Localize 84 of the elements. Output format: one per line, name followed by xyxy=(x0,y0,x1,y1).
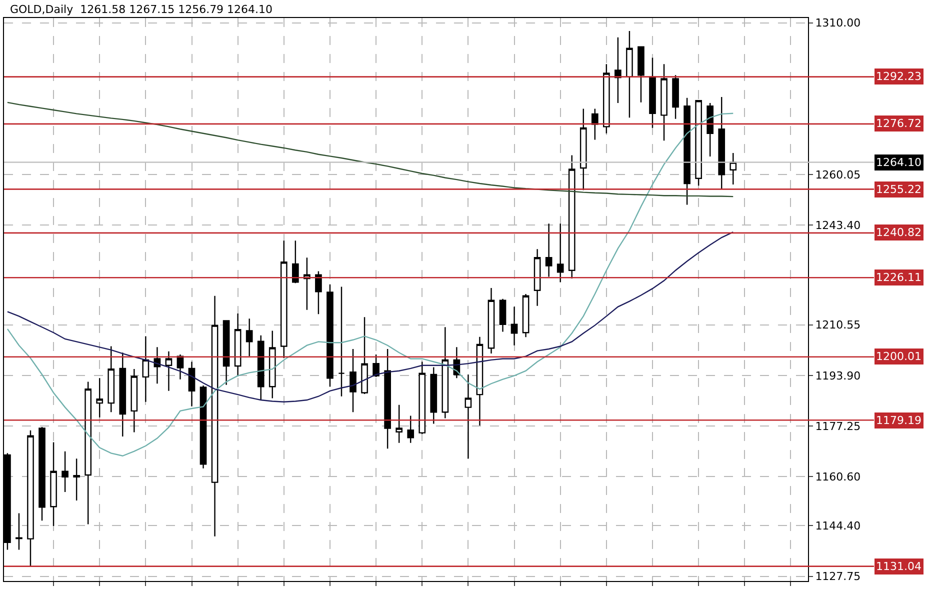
candlestick xyxy=(510,306,518,346)
candlestick xyxy=(96,378,104,418)
candlestick xyxy=(257,334,264,401)
candlestick xyxy=(603,64,610,134)
candlestick xyxy=(73,458,80,502)
y-tick-label: 1177.25 xyxy=(815,420,861,433)
y-tick-label: 1310.00 xyxy=(815,16,861,30)
candlestick xyxy=(16,512,22,550)
ref-line-label: 1264.10 xyxy=(876,156,922,169)
candlestick xyxy=(165,350,172,392)
y-tick-label: 1127.75 xyxy=(815,570,861,584)
candlestick xyxy=(591,108,598,140)
line-series xyxy=(6,231,734,402)
candlestick xyxy=(476,336,484,426)
candlestick xyxy=(176,354,184,380)
candlestick xyxy=(638,46,644,104)
candlestick xyxy=(361,316,368,395)
candlestick xyxy=(684,97,690,206)
candlestick xyxy=(246,318,253,357)
candlestick xyxy=(222,320,230,386)
chart-title: GOLD,Daily 1261.58 1267.15 1256.79 1264.10 xyxy=(10,3,273,16)
ref-line-label: 1179.19 xyxy=(876,414,922,427)
candlestick xyxy=(326,284,334,388)
y-tick-label: 1243.40 xyxy=(815,218,861,232)
candlestick xyxy=(464,374,472,460)
y-tick-label: 1160.60 xyxy=(815,470,861,484)
candlestick xyxy=(580,108,587,191)
candlestick xyxy=(119,352,126,438)
candlestick xyxy=(568,154,576,280)
candlestick xyxy=(50,442,57,527)
candlestick xyxy=(556,222,564,283)
candlestick xyxy=(211,295,218,537)
candlestick xyxy=(672,74,679,120)
y-tick-label: 1260.05 xyxy=(815,168,861,182)
candlestick xyxy=(292,240,299,284)
candlestick xyxy=(304,256,310,310)
candlestick xyxy=(499,298,506,332)
candlestick xyxy=(200,384,207,469)
candlestick xyxy=(626,30,633,118)
candlestick xyxy=(649,57,656,129)
candlestick xyxy=(706,102,714,158)
candlestick xyxy=(488,287,495,354)
ref-line-label: 1255.22 xyxy=(876,183,922,196)
candlestick xyxy=(545,222,552,278)
ref-line-label: 1131.04 xyxy=(876,560,922,573)
candlestick xyxy=(522,293,530,338)
candlestick xyxy=(38,426,46,522)
candlestick xyxy=(62,450,68,493)
y-tick-label: 1144.40 xyxy=(815,520,861,533)
ref-line-label: 1240.82 xyxy=(876,226,922,239)
candlestick xyxy=(442,326,449,419)
candlestick xyxy=(718,96,726,190)
candlestick xyxy=(660,64,668,142)
line-series xyxy=(6,112,734,456)
y-tick-label: 1193.90 xyxy=(815,369,861,382)
candlestick xyxy=(350,348,356,413)
candlestick xyxy=(338,286,345,397)
candlestick xyxy=(315,270,322,315)
candlestick xyxy=(430,366,438,424)
ref-line-label: 1276.72 xyxy=(876,117,922,130)
candlestick xyxy=(268,330,276,399)
candlestick xyxy=(418,361,426,435)
candlestick xyxy=(372,354,380,378)
candlestick xyxy=(27,430,34,568)
line-series xyxy=(6,102,734,198)
candlestick xyxy=(695,100,702,186)
ref-line-label: 1200.01 xyxy=(876,350,922,363)
candlestick xyxy=(154,346,161,384)
candlestick xyxy=(384,348,391,450)
candlestick xyxy=(84,381,92,525)
candlestick xyxy=(730,152,737,186)
candlestick xyxy=(142,336,150,402)
candlestick xyxy=(188,361,196,407)
candlestick xyxy=(234,312,242,377)
candlestick xyxy=(108,346,115,413)
candlestick xyxy=(407,415,414,444)
candlestick xyxy=(280,240,288,359)
y-tick-label: 1210.55 xyxy=(815,318,861,332)
ref-line-label: 1292.23 xyxy=(876,70,922,83)
candlestick xyxy=(534,248,541,306)
candlestick xyxy=(614,36,622,104)
ref-line-label: 1226.11 xyxy=(876,271,922,284)
candlestick xyxy=(396,404,403,444)
candlestick xyxy=(130,368,138,433)
